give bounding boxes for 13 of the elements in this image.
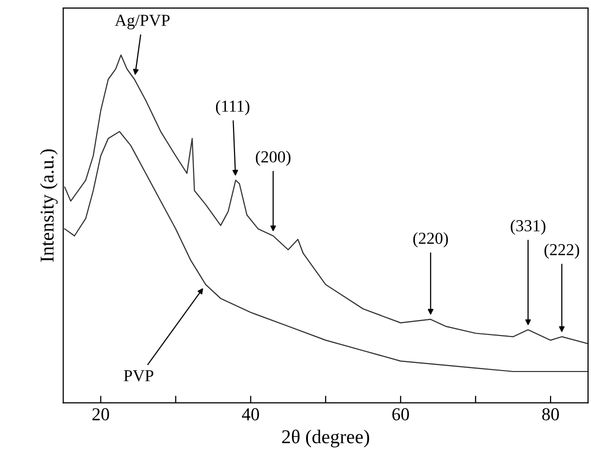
x-tick-label: 20 xyxy=(92,408,110,420)
annotation: (331) xyxy=(510,220,546,235)
x-tick-label: 60 xyxy=(392,408,409,420)
x-tick-label: 80 xyxy=(542,408,559,420)
annotation: PVP xyxy=(124,370,154,382)
annotation: Ag/PVP xyxy=(114,14,170,30)
y-axis-title: Intensity (a.u.) xyxy=(40,149,58,262)
annotation: (200) xyxy=(256,150,290,166)
annotation: (220) xyxy=(413,232,448,248)
x-tick-label: 40 xyxy=(242,408,260,420)
x-axis-title: 2θ (degree) xyxy=(282,430,370,448)
annotation: (111) xyxy=(216,100,250,116)
annotation: (222) xyxy=(544,244,580,259)
